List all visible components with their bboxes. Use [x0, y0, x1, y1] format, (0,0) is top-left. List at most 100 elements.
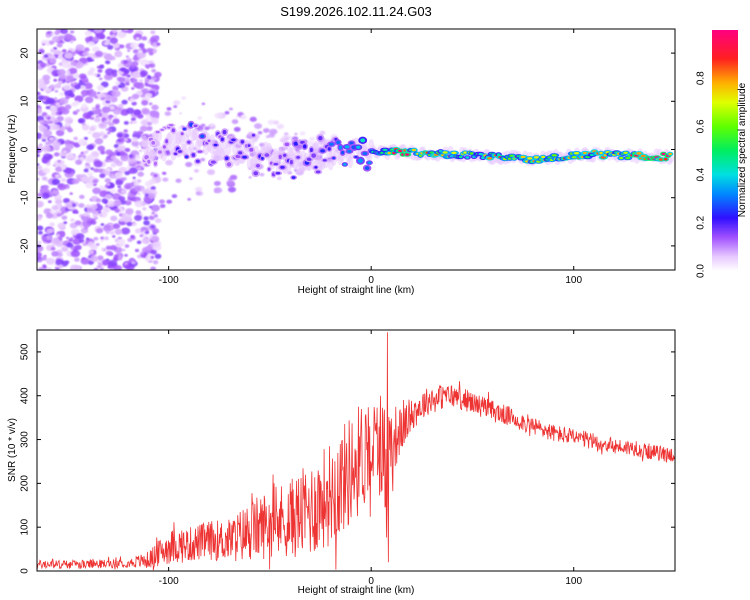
spectrogram-noise-mark — [204, 126, 210, 131]
spectrogram-noise-mark — [125, 82, 130, 86]
spectrogram-noise-mark — [100, 223, 105, 227]
spectrogram-ridge-core — [449, 154, 455, 158]
spectrogram-ridge-core — [303, 144, 307, 149]
spectrogram-noise-mark — [41, 176, 48, 181]
spectrogram-noise-mark — [112, 158, 120, 164]
spectrogram-noise-mark — [105, 250, 113, 256]
spectrogram-noise-mark — [57, 69, 66, 76]
spectrogram-noise-mark — [106, 36, 112, 40]
spectrogram-noise-mark — [108, 160, 112, 163]
spectrogram-noise-mark — [200, 157, 206, 162]
spectrogram-noise-mark — [79, 194, 85, 200]
spectrogram-noise-mark — [45, 235, 53, 241]
spectrogram-noise-mark — [49, 210, 54, 214]
spectrogram-noise-mark — [60, 29, 68, 35]
spectrogram-noise-mark — [105, 128, 110, 131]
spectrogram-noise-mark — [57, 80, 63, 85]
spectrogram-ridge-core — [207, 139, 211, 143]
spectrogram-noise-mark — [151, 228, 160, 234]
spectrogram-noise-mark — [132, 176, 136, 180]
spectrogram-ridge-core — [284, 142, 290, 147]
spectrogram-noise-mark — [110, 163, 117, 168]
spectrogram-noise-mark — [126, 74, 131, 78]
spectrogram-ridge-core — [527, 157, 533, 160]
spectrogram-noise-mark — [38, 259, 42, 263]
spectrogram-noise-mark — [113, 257, 118, 261]
spectrogram-noise-mark — [179, 112, 183, 115]
spectrogram-noise-mark — [81, 103, 88, 109]
spectrogram-noise-mark — [85, 204, 91, 209]
spectrogram-noise-mark — [92, 131, 101, 139]
spectrogram-noise-mark — [64, 208, 69, 212]
spectrogram-ridge-core — [296, 155, 300, 159]
spectrogram-noise-mark — [53, 152, 60, 157]
spectrogram-ridge-halo — [209, 134, 216, 147]
spectrogram-noise-mark — [66, 236, 70, 240]
spectrogram-noise-mark — [137, 192, 141, 196]
spectrogram-noise-mark — [71, 178, 80, 185]
spectrogram-noise-mark — [79, 73, 87, 80]
spectrogram-ridge-core — [191, 153, 196, 157]
spectrogram-noise-mark — [134, 214, 143, 222]
spectrogram-noise-mark — [137, 171, 145, 177]
spectrogram-noise-mark — [124, 138, 129, 142]
spectrogram-noise-mark — [112, 223, 121, 229]
spectrogram-noise-mark — [124, 171, 130, 176]
spectrogram-noise-mark — [78, 117, 86, 124]
spectrogram-noise-mark — [142, 108, 151, 115]
spectrogram-noise-mark — [131, 140, 140, 147]
spectrogram-noise-mark — [126, 221, 133, 227]
spectrogram-noise-mark — [90, 220, 97, 225]
spectrogram-ridge-core — [332, 156, 336, 160]
spectrogram-noise-mark — [104, 94, 113, 101]
spectrogram-ylabel: Frequency (Hz) — [7, 115, 18, 184]
spectrogram-noise-mark — [86, 171, 94, 177]
spectrogram-noise-mark — [213, 187, 223, 194]
spectrogram-noise-mark — [102, 207, 111, 213]
spectrogram-noise-mark — [109, 188, 116, 194]
spectrogram-ridge-core — [507, 157, 512, 160]
spectrogram-ytick-label: 0 — [20, 146, 31, 152]
spectrogram-noise-mark — [37, 165, 43, 170]
spectrogram-noise-mark — [49, 58, 57, 64]
snr-xtick-label: 0 — [368, 576, 374, 587]
spectrogram-ridge-core — [306, 157, 312, 161]
spectrogram-noise-mark — [37, 132, 43, 140]
spectrogram-noise-mark — [75, 159, 83, 165]
spectrogram-noise-mark — [58, 35, 65, 41]
spectrogram-noise-mark — [50, 246, 56, 251]
spectrogram-noise-mark — [138, 167, 142, 170]
spectrogram-noise-mark — [93, 183, 97, 186]
spectrogram-noise-mark — [124, 254, 128, 257]
spectrogram-noise-mark — [209, 123, 215, 127]
spectrogram-noise-mark — [158, 199, 165, 204]
spectrogram-noise-mark — [139, 234, 144, 238]
spectrogram-ridge-core — [318, 135, 323, 141]
spectrogram-noise-mark — [150, 110, 160, 118]
spectrogram-noise-mark — [62, 150, 67, 154]
spectrogram-noise-mark — [49, 40, 55, 45]
spectrogram-noise-mark — [122, 248, 126, 252]
spectrogram-noise-mark — [148, 52, 154, 56]
spectrogram-ridge-core — [273, 162, 279, 166]
spectrogram-ridge-core — [411, 148, 417, 152]
spectrogram-noise-mark — [86, 154, 94, 160]
spectrogram-noise-mark — [132, 71, 142, 79]
spectrogram-ridge-core — [256, 164, 260, 168]
colorbar-tick-label: 0.2 — [696, 215, 707, 229]
spectrogram-noise-mark — [100, 123, 105, 127]
figure-title: S199.2026.102.11.24.G03 — [280, 4, 432, 19]
spectrogram-noise-mark — [51, 237, 60, 245]
spectrogram-noise-mark — [80, 257, 90, 265]
spectrogram-noise-mark — [112, 235, 116, 238]
spectrogram-noise-mark — [72, 210, 76, 214]
spectrogram-noise-mark — [111, 90, 121, 98]
spectrogram-noise-mark — [59, 92, 65, 97]
spectrogram-noise-mark — [200, 123, 206, 128]
spectrogram-noise-mark — [37, 200, 44, 208]
spectrogram-noise-mark — [97, 68, 103, 73]
spectrogram-noise-mark — [129, 154, 133, 158]
spectrogram-noise-mark — [124, 147, 131, 153]
spectrogram-noise-mark — [95, 105, 100, 109]
